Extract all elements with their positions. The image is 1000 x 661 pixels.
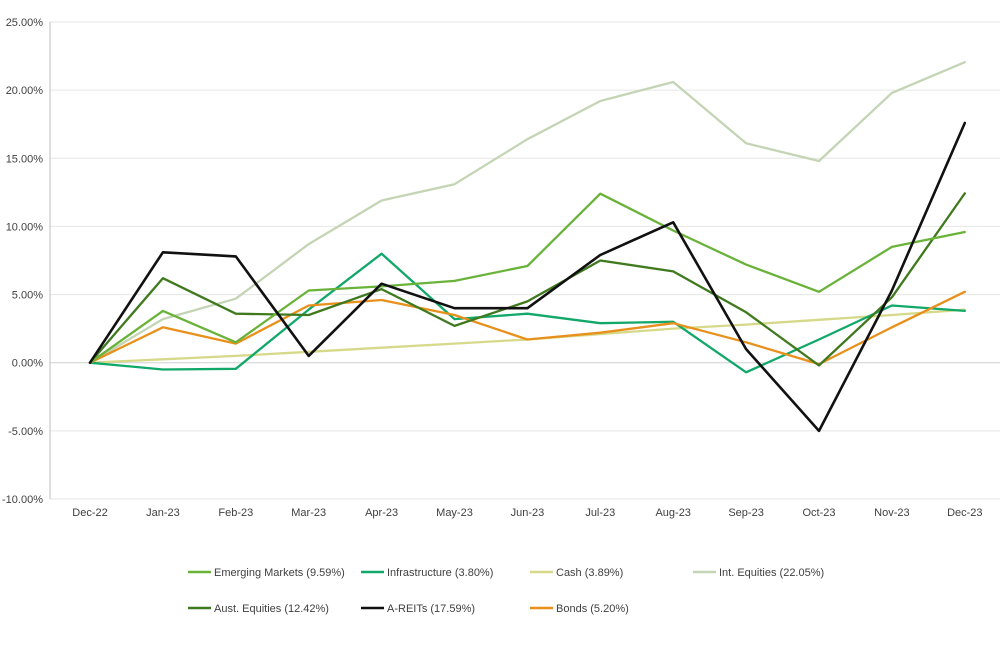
series-lines [88, 61, 967, 433]
x-tick-label: Apr-23 [365, 507, 398, 519]
legend-label: Bonds (5.20%) [556, 603, 629, 615]
axes: -10.00% -5.00% 0.00% 5.00% 10.00% 15.00% 20.00… [2, 17, 983, 519]
x-tick-label: Jan-23 [146, 507, 180, 519]
y-tick-label: 5.00% [12, 290, 43, 302]
y-tick-label: -10.00% [2, 494, 43, 506]
legend-entry-aust-equities: Aust. Equities (12.42%) [188, 603, 329, 615]
legend-entry-cash: Cash (3.89%) [530, 567, 623, 579]
legend-entry-a-reits: A-REITs (17.59%) [361, 603, 475, 615]
y-tick-label: -5.00% [8, 426, 43, 438]
x-tick-label: Aug-23 [655, 507, 690, 519]
x-tick-label: Jun-23 [511, 507, 545, 519]
legend-label: A-REITs (17.59%) [387, 603, 475, 615]
series-line-int-equities [88, 61, 966, 364]
x-tick-label: Dec-23 [947, 507, 982, 519]
y-tick-label: 25.00% [6, 17, 44, 29]
x-tick-label: Mar-23 [291, 507, 326, 519]
legend-label: Aust. Equities (12.42%) [214, 603, 329, 615]
legend-entry-bonds: Bonds (5.20%) [530, 603, 629, 615]
legend-entry-infrastructure: Infrastructure (3.80%) [361, 567, 493, 579]
legend-label: Int. Equities (22.05%) [719, 567, 824, 579]
x-tick-label: May-23 [436, 507, 473, 519]
series-line-a-reits [88, 121, 967, 433]
x-tick-label: Jul-23 [585, 507, 615, 519]
series-line-infrastructure [88, 252, 966, 374]
legend-entry-emerging-markets: Emerging Markets (9.59%) [188, 567, 345, 579]
x-tick-label: Nov-23 [874, 507, 909, 519]
x-tick-label: Dec-22 [72, 507, 107, 519]
legend-label: Emerging Markets (9.59%) [214, 567, 345, 579]
x-tick-label: Sep-23 [728, 507, 763, 519]
x-tick-label: Feb-23 [218, 507, 253, 519]
gridlines [50, 21, 1000, 500]
series-line-emerging-markets [88, 192, 966, 364]
y-tick-label: 10.00% [6, 221, 44, 233]
x-tick-label: Oct-23 [802, 507, 835, 519]
series-line-aust-equities [88, 192, 966, 367]
y-tick-label: 20.00% [6, 85, 44, 97]
legend-entry-int-equities: Int. Equities (22.05%) [693, 567, 824, 579]
y-tick-label: 0.00% [12, 358, 43, 370]
legend: Emerging Markets (9.59%) Infrastructure (… [188, 567, 824, 615]
y-tick-label: 15.00% [6, 153, 44, 165]
legend-label: Cash (3.89%) [556, 567, 623, 579]
legend-label: Infrastructure (3.80%) [387, 567, 493, 579]
